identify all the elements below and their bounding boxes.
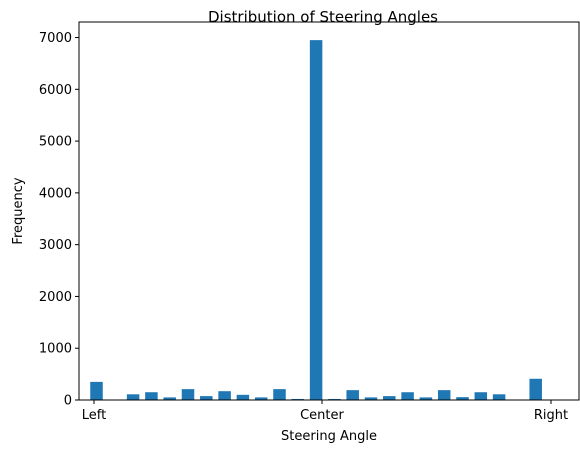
- x-axis-title: Steering Angle: [281, 429, 377, 444]
- histogram-bar: [200, 396, 213, 400]
- histogram-bar: [145, 392, 158, 400]
- y-tick-label: 7000: [39, 31, 72, 46]
- y-tick-label: 5000: [39, 135, 72, 150]
- histogram-bar: [254, 397, 268, 400]
- histogram-bar: [236, 394, 250, 400]
- histogram-bar: [328, 398, 341, 400]
- bars-group: [90, 40, 542, 401]
- histogram-bar: [364, 397, 378, 400]
- x-tick-label: Left: [82, 408, 106, 423]
- histogram-bar: [90, 381, 103, 400]
- y-tick-label: 3000: [39, 238, 72, 253]
- histogram-bar: [456, 397, 469, 400]
- y-axis: 0 1000 2000 3000 4000 5000 6000 7000: [39, 31, 79, 409]
- histogram-bar: [419, 397, 433, 400]
- y-axis-title: Frequency: [11, 177, 26, 244]
- histogram-bar: [126, 394, 140, 400]
- y-tick-label: 4000: [39, 186, 72, 201]
- histogram-bar: [181, 389, 195, 400]
- y-tick-label: 1000: [39, 342, 72, 357]
- histogram-bar: [163, 397, 176, 400]
- histogram-bar: [401, 392, 414, 400]
- y-tick-label: 2000: [39, 290, 72, 305]
- histogram-bar: [273, 389, 286, 400]
- x-axis: Left Center Right: [82, 400, 568, 423]
- x-tick-label: Center: [300, 408, 344, 423]
- histogram-bar: [346, 390, 359, 400]
- histogram-bar: [309, 40, 323, 401]
- histogram-bar: [437, 390, 451, 400]
- histogram-bar: [474, 392, 488, 400]
- y-tick-label: 6000: [39, 83, 72, 98]
- x-tick-label: Right: [534, 408, 568, 423]
- histogram-bar: [529, 378, 542, 400]
- chart-title: Distribution of Steering Angles: [208, 8, 438, 26]
- y-tick-label: 0: [64, 394, 72, 409]
- histogram-bar: [383, 396, 396, 400]
- histogram-bar: [291, 398, 305, 400]
- plot-frame: [78, 21, 580, 401]
- histogram-bar: [492, 394, 506, 400]
- histogram-bar: [218, 391, 231, 400]
